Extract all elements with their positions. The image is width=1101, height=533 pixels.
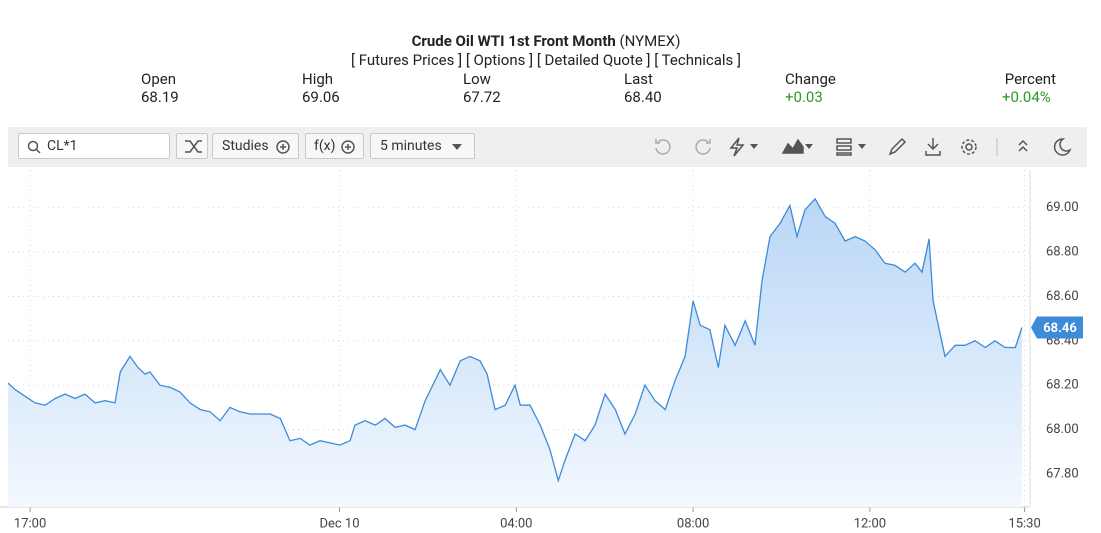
draw-icon[interactable] <box>729 137 745 157</box>
link[interactable]: [ Technicals ] <box>654 51 741 69</box>
layout-icon[interactable] <box>836 138 852 144</box>
quote-label: Change <box>785 70 836 88</box>
download-icon[interactable] <box>925 138 941 156</box>
y-tick-label: 68.60 <box>1046 289 1079 304</box>
search-icon <box>35 148 41 154</box>
pen-icon[interactable] <box>888 137 907 156</box>
last-price-label: 68.46 <box>1043 321 1077 336</box>
y-tick-label: 69.00 <box>1046 200 1079 215</box>
caret <box>858 144 866 149</box>
quote-value: 68.40 <box>624 88 662 106</box>
quote-value: 68.19 <box>141 88 179 106</box>
quote-label: High <box>302 70 334 88</box>
line <box>7 197 1023 483</box>
quote-label: Open <box>141 70 176 88</box>
caret <box>805 144 813 149</box>
theme-icon[interactable] <box>1053 138 1072 156</box>
link[interactable]: [ Futures Prices ] <box>351 51 463 69</box>
link[interactable]: [ Options ] <box>465 51 534 69</box>
label: Studies <box>222 138 269 154</box>
caret <box>750 144 758 149</box>
chart: 67.8068.0068.2068.4068.6068.8069.0017:00… <box>0 170 1083 531</box>
y-tick-label: 67.80 <box>1046 466 1079 481</box>
x-tick-label: Dec 10 <box>319 516 359 531</box>
x-tick-label: 08:00 <box>677 516 709 531</box>
plus-icon <box>276 140 290 154</box>
undo-icon[interactable] <box>655 139 671 155</box>
x-tick-label: 17:00 <box>14 516 46 531</box>
area <box>8 198 1022 508</box>
title: Crude Oil WTI 1st Front Month <box>411 32 616 50</box>
collapse-icon[interactable] <box>1018 139 1028 152</box>
layout-icon <box>836 152 852 156</box>
redo-icon[interactable] <box>695 139 711 155</box>
settings-icon[interactable] <box>965 143 973 151</box>
y-tick-label: 68.20 <box>1046 378 1079 393</box>
shuffle-icon <box>185 140 202 153</box>
y-tick-label: 68.00 <box>1046 422 1079 437</box>
label: 5 minutes <box>380 138 442 154</box>
search-icon <box>27 140 39 152</box>
settings-icon <box>961 139 977 155</box>
quote-label: Percent <box>1004 70 1056 88</box>
plus-icon <box>341 140 355 154</box>
y-tick-label: 68.80 <box>1046 245 1079 260</box>
links: [ Futures Prices ] [ Options ] [ Detaile… <box>0 51 1092 69</box>
quote-label: Low <box>463 70 491 88</box>
exchange: (NYMEX) <box>619 32 681 50</box>
quote-value: 67.72 <box>463 88 501 106</box>
chart-type-icon[interactable] <box>781 138 804 154</box>
plus-icon <box>345 144 351 150</box>
quote-value: +0.03 <box>785 88 823 106</box>
last-price-tag <box>1031 316 1083 339</box>
toolbar: CL*1 Studies f(x) 5 minutes <box>8 127 1087 167</box>
studies-button[interactable]: Studies <box>212 133 299 159</box>
x-tick-label: 15:30 <box>1008 516 1040 531</box>
title-row: Crude Oil WTI 1st Front Month (NYMEX) <box>0 32 1092 50</box>
symbol-search[interactable]: CL*1 <box>18 133 170 159</box>
layout-icon <box>836 145 852 151</box>
x-tick-label: 12:00 <box>854 516 886 531</box>
toolbar-icons <box>27 137 1072 157</box>
compare-button[interactable] <box>176 133 208 159</box>
x-tick-label: 04:00 <box>500 516 532 531</box>
quote-value: 69.06 <box>302 88 340 106</box>
quote-label: Last <box>624 70 653 88</box>
caret <box>452 144 462 150</box>
quote-value: +0.04% <box>1002 88 1051 106</box>
label: f(x) <box>314 138 336 154</box>
plus-icon <box>280 144 286 150</box>
link[interactable]: [ Detailed Quote ] <box>536 51 651 69</box>
